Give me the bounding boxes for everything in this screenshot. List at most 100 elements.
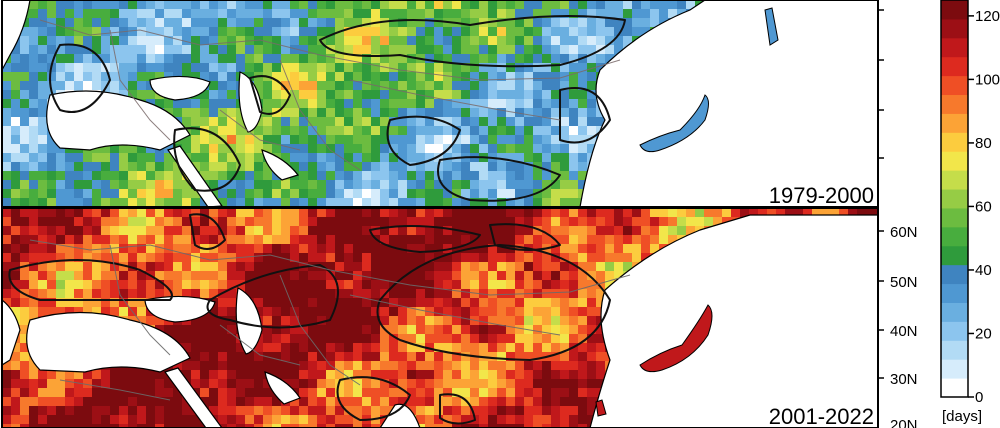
map-cell — [299, 0, 309, 10]
map-cell — [416, 135, 426, 145]
map-cell — [560, 271, 570, 281]
map-cell — [533, 388, 543, 398]
map-cell — [182, 361, 192, 371]
map-cell — [668, 9, 678, 19]
map-cell — [551, 0, 561, 10]
map-cell — [434, 334, 444, 344]
map-cell — [443, 208, 453, 218]
map-cell — [353, 99, 363, 109]
map-cell — [641, 0, 651, 10]
map-cell — [173, 217, 183, 227]
map-cell — [443, 198, 453, 207]
map-cell — [470, 262, 480, 272]
map-cell — [281, 36, 291, 46]
map-cell — [110, 406, 120, 416]
map-cell — [515, 280, 525, 290]
contours-top — [49, 15, 626, 202]
map-cell — [533, 180, 543, 190]
map-cell — [353, 90, 363, 100]
map-cell — [569, 189, 579, 199]
map-cell — [344, 298, 354, 308]
map-cell — [38, 171, 48, 181]
map-cell — [659, 0, 669, 10]
map-cell — [83, 63, 93, 73]
map-cell — [326, 189, 336, 199]
map-cell — [335, 153, 345, 163]
map-cell — [137, 198, 147, 207]
map-cell — [461, 325, 471, 335]
map-cell — [533, 27, 543, 37]
east-china-sea — [579, 0, 878, 207]
map-cell — [551, 208, 561, 218]
map-cell — [272, 63, 282, 73]
map-cell — [425, 316, 435, 326]
map-cell — [353, 217, 363, 227]
map-cell — [281, 235, 291, 245]
map-cell — [335, 217, 345, 227]
map-cell — [119, 153, 129, 163]
map-cell — [308, 388, 318, 398]
map-cell — [101, 9, 111, 19]
map-cell — [200, 171, 210, 181]
map-cell — [191, 379, 201, 389]
map-cell — [407, 90, 417, 100]
map-cell — [101, 406, 111, 416]
map-cell — [290, 198, 300, 207]
map-cell — [191, 352, 201, 362]
map-cell — [47, 289, 57, 299]
map-cell — [452, 352, 462, 362]
map-cell — [344, 99, 354, 109]
map-cell — [281, 298, 291, 308]
map-cell — [56, 280, 66, 290]
map-cell — [20, 280, 30, 290]
map-cell — [497, 189, 507, 199]
map-cell — [191, 0, 201, 10]
map-cell — [245, 0, 255, 10]
map-cell — [164, 325, 174, 335]
map-cell — [488, 352, 498, 362]
map-cell — [605, 235, 615, 245]
map-cell — [110, 280, 120, 290]
map-cell — [506, 108, 516, 118]
map-cell — [686, 208, 696, 218]
map-cell — [569, 253, 579, 263]
map-cell — [380, 271, 390, 281]
map-cell — [83, 370, 93, 380]
map-cell — [434, 180, 444, 190]
map-cell — [245, 180, 255, 190]
map-cell — [263, 36, 273, 46]
map-cell — [425, 0, 435, 10]
map-cell — [569, 217, 579, 227]
map-cell — [425, 54, 435, 64]
colorbar-tick-label: 60 — [975, 198, 992, 215]
map-cell — [353, 343, 363, 353]
map-cell — [191, 144, 201, 154]
map-cell — [425, 289, 435, 299]
map-cell — [218, 36, 228, 46]
map-cell — [551, 144, 561, 154]
map-cell — [20, 162, 30, 172]
map-cell — [425, 415, 435, 425]
map-cell — [191, 126, 201, 136]
map-cell — [344, 135, 354, 145]
map-cell — [524, 352, 534, 362]
map-cell — [839, 208, 849, 218]
map-cell — [425, 27, 435, 37]
map-cell — [281, 280, 291, 290]
map-cell — [596, 244, 606, 254]
map-cell — [11, 108, 21, 118]
map-cell — [38, 397, 48, 407]
map-cell — [317, 162, 327, 172]
map-cell — [389, 135, 399, 145]
map-cell — [245, 45, 255, 55]
map-cell — [227, 280, 237, 290]
map-cell — [578, 180, 588, 190]
map-cell — [434, 153, 444, 163]
map-cell — [497, 406, 507, 416]
map-cell — [92, 162, 102, 172]
map-cell — [569, 9, 579, 19]
map-cell — [470, 379, 480, 389]
map-cell — [506, 370, 516, 380]
map-cell — [506, 90, 516, 100]
map-cell — [92, 271, 102, 281]
